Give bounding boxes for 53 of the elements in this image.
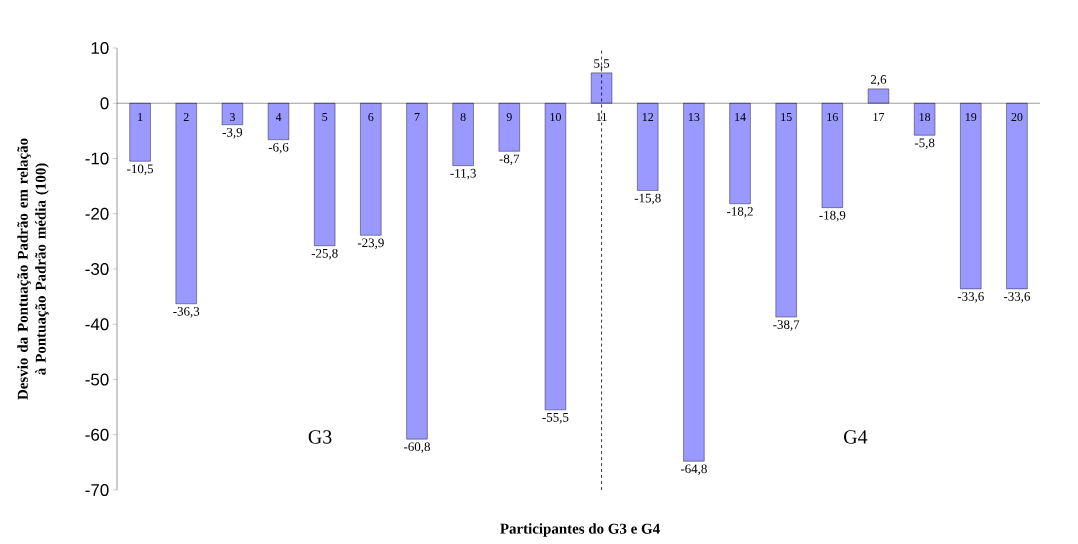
- data-label: 5,5: [594, 59, 610, 70]
- y-tick-label: -60: [85, 428, 109, 441]
- y-tick-label: -20: [85, 207, 109, 220]
- x-tick-label: 9: [506, 113, 512, 122]
- x-tick-label: 16: [827, 113, 838, 122]
- x-tick-label: 15: [781, 113, 792, 122]
- data-label: -6,6: [268, 142, 289, 154]
- x-tick-label: 13: [688, 113, 700, 122]
- x-tick-label: 11: [596, 113, 607, 121]
- data-label: -11,3: [450, 168, 476, 180]
- y-tick-label: -10: [85, 152, 109, 165]
- data-label: -25,8: [311, 248, 338, 260]
- data-label: -33,6: [957, 292, 984, 303]
- data-label: -18,9: [819, 210, 846, 222]
- y-axis-title: Desvio da Pontuação Padrão em relação à Pontuação Padrão média (100): [17, 138, 49, 400]
- x-tick-label: 19: [965, 113, 977, 122]
- x-tick-label: 14: [735, 113, 746, 121]
- data-label: -64,8: [680, 464, 707, 476]
- data-label: -33,6: [1003, 292, 1031, 303]
- annotation: G4: [844, 430, 868, 444]
- x-tick-label: 6: [368, 113, 374, 122]
- data-label: -38,7: [773, 320, 800, 331]
- x-tick-label: 7: [414, 113, 420, 121]
- x-axis-title: Participantes do G3 e G4: [500, 523, 660, 537]
- data-label: -10,5: [127, 164, 154, 176]
- data-label: -55,5: [542, 413, 569, 424]
- data-label: -60,8: [403, 442, 430, 453]
- data-label: -23,9: [357, 238, 384, 250]
- y-tick-label: 10: [91, 41, 109, 54]
- annotation: G3: [308, 430, 332, 444]
- data-label: -18,2: [727, 207, 753, 218]
- x-tick-label: 8: [460, 113, 466, 122]
- y-tick-label: -50: [85, 373, 109, 386]
- data-label: -3,9: [222, 127, 243, 139]
- data-label: -8,7: [499, 154, 520, 166]
- data-label: -36,3: [173, 306, 200, 318]
- y-tick-label: 0: [100, 97, 109, 110]
- data-label: -15,8: [634, 193, 661, 205]
- y-tick-label: -70: [85, 483, 109, 496]
- x-tick-label: 10: [550, 113, 561, 122]
- x-tick-label: 4: [275, 113, 282, 121]
- y-tick-label: -40: [85, 318, 109, 331]
- x-tick-label: 18: [919, 113, 931, 122]
- x-tick-label: 12: [642, 113, 654, 121]
- x-tick-label: 2: [183, 113, 189, 121]
- x-tick-label: 1: [138, 113, 143, 121]
- data-label: -5,8: [914, 138, 935, 150]
- x-tick-label: 17: [873, 113, 885, 121]
- y-tick-label: -30: [85, 262, 109, 275]
- x-tick-label: 20: [1011, 113, 1023, 122]
- data-label: 2,6: [870, 75, 887, 86]
- x-tick-label: 3: [229, 113, 235, 122]
- x-tick-label: 5: [322, 113, 328, 121]
